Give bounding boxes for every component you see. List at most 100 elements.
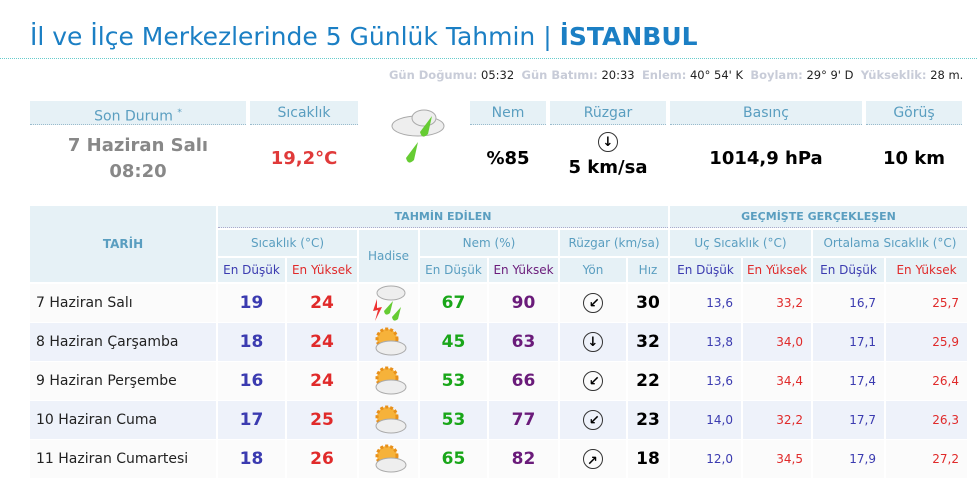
cell-ort-low: 17,4 xyxy=(813,362,884,400)
son-durum-header: Son Durum * xyxy=(30,101,246,125)
subheader-en-dusuk: En Düşük xyxy=(670,258,741,282)
subheader-en-dusuk: En Düşük xyxy=(813,258,884,282)
cell-nem-high: 82 xyxy=(489,440,558,478)
ruzgar-col-header: Rüzgar (km/sa) xyxy=(560,230,668,256)
cell-ort-high: 26,3 xyxy=(886,401,967,439)
partly-cloudy-icon xyxy=(359,323,418,361)
row-date: 7 Haziran Salı xyxy=(30,284,216,322)
ort-sicaklik-header: Ortalama Sıcaklık (°C) xyxy=(813,230,967,256)
partly-cloudy-icon xyxy=(359,362,418,400)
sicaklik-header: Sıcaklık xyxy=(250,101,358,125)
sun-info: Gün Doğumu: 05:32 Gün Batımı: 20:33 Enle… xyxy=(389,68,967,82)
sun-info-item: Enlem: 40° 54' K xyxy=(641,68,744,82)
nem-col-header: Nem (%) xyxy=(420,230,558,256)
divider xyxy=(0,58,977,59)
cell-nem-high: 90 xyxy=(489,284,558,322)
cell-nem-low: 53 xyxy=(420,401,487,439)
sun-info-item: Yükseklik: 28 m. xyxy=(860,68,964,82)
wind-direction-icon: ↓ xyxy=(598,132,618,152)
current-humidity: %85 xyxy=(486,148,530,169)
current-datetime: 7 Haziran Salı 08:20 xyxy=(67,135,209,182)
cell-uc-high: 34,5 xyxy=(743,440,811,478)
cell-nem-high: 77 xyxy=(489,401,558,439)
current-visibility: 10 km xyxy=(882,148,946,169)
cloud-rain-icon xyxy=(388,106,450,174)
sicaklik-col-header: Sıcaklık (°C) xyxy=(218,230,357,256)
sun-info-item: Gün Batımı: 20:33 xyxy=(521,68,635,82)
cell-high: 26 xyxy=(287,440,357,478)
cell-uc-low: 13,8 xyxy=(670,323,741,361)
cell-low: 19 xyxy=(218,284,285,322)
subheader-en-yuksek: En Yüksek xyxy=(886,258,967,282)
cell-uc-low: 13,6 xyxy=(670,362,741,400)
wind-direction-icon: ↓ xyxy=(560,362,626,400)
cell-ort-high: 26,4 xyxy=(886,362,967,400)
wind-direction-icon: ↓ xyxy=(560,323,626,361)
cell-uc-low: 14,0 xyxy=(670,401,741,439)
cell-speed: 18 xyxy=(628,440,668,478)
wind-direction-icon: ↓ xyxy=(560,440,626,478)
row-date: 9 Haziran Perşembe xyxy=(30,362,216,400)
wind-direction-icon: ↓ xyxy=(560,401,626,439)
cell-ort-high: 27,2 xyxy=(886,440,967,478)
cell-nem-high: 66 xyxy=(489,362,558,400)
gecmis-header: GEÇMİŞTE GERÇEKLEŞEN xyxy=(670,206,967,228)
thunder-rain-icon xyxy=(359,284,418,322)
subheader-en-yuksek: En Yüksek xyxy=(743,258,811,282)
tahmin-header: TAHMİN EDİLEN xyxy=(218,206,668,228)
cell-ort-low: 17,7 xyxy=(813,401,884,439)
cell-high: 25 xyxy=(287,401,357,439)
cell-low: 17 xyxy=(218,401,285,439)
cell-nem-low: 67 xyxy=(420,284,487,322)
hadise-header: Hadise xyxy=(359,230,418,282)
cell-uc-high: 34,0 xyxy=(743,323,811,361)
ruzgar-header: Rüzgar xyxy=(550,101,666,125)
city-name: İSTANBUL xyxy=(559,22,698,51)
current-temperature: 19,2°C xyxy=(270,148,338,169)
cell-nem-low: 45 xyxy=(420,323,487,361)
uc-sicaklik-header: Uç Sıcaklık (°C) xyxy=(670,230,811,256)
cell-uc-low: 12,0 xyxy=(670,440,741,478)
sun-info-item: Gün Doğumu: 05:32 xyxy=(388,68,515,82)
tarih-header: TARİH xyxy=(30,206,216,282)
cell-uc-low: 13,6 xyxy=(670,284,741,322)
nem-header: Nem xyxy=(470,101,546,125)
cell-speed: 23 xyxy=(628,401,668,439)
subheader-en-yuksek: En Yüksek xyxy=(287,258,357,282)
cell-ort-low: 17,9 xyxy=(813,440,884,478)
partly-cloudy-icon xyxy=(359,440,418,478)
cell-uc-high: 34,4 xyxy=(743,362,811,400)
row-date: 10 Haziran Cuma xyxy=(30,401,216,439)
page-title: İl ve İlçe Merkezlerinde 5 Günlük Tahmin… xyxy=(30,22,698,51)
cell-uc-high: 32,2 xyxy=(743,401,811,439)
row-date: 8 Haziran Çarşamba xyxy=(30,323,216,361)
cell-speed: 30 xyxy=(628,284,668,322)
cell-uc-high: 33,2 xyxy=(743,284,811,322)
wind-direction-icon: ↓ xyxy=(560,284,626,322)
subheader-en-yuksek: En Yüksek xyxy=(489,258,558,282)
basinc-header: Basınç xyxy=(670,101,862,125)
current-pressure: 1014,9 hPa xyxy=(709,148,823,169)
cell-ort-high: 25,9 xyxy=(886,323,967,361)
subheader-hiz: Hız xyxy=(628,258,668,282)
cell-ort-high: 25,7 xyxy=(886,284,967,322)
cell-ort-low: 17,1 xyxy=(813,323,884,361)
partly-cloudy-icon xyxy=(359,401,418,439)
gorus-header: Görüş xyxy=(866,101,962,125)
cell-low: 18 xyxy=(218,440,285,478)
cell-high: 24 xyxy=(287,284,357,322)
cell-nem-low: 65 xyxy=(420,440,487,478)
cell-low: 18 xyxy=(218,323,285,361)
cell-low: 16 xyxy=(218,362,285,400)
subheader-en-dusuk: En Düşük xyxy=(420,258,487,282)
cell-high: 24 xyxy=(287,323,357,361)
cell-ort-low: 16,7 xyxy=(813,284,884,322)
cell-speed: 22 xyxy=(628,362,668,400)
cell-speed: 32 xyxy=(628,323,668,361)
cell-nem-low: 53 xyxy=(420,362,487,400)
current-wind: 5 km/sa xyxy=(568,157,648,178)
row-date: 11 Haziran Cumartesi xyxy=(30,440,216,478)
subheader-en-dusuk: En Düşük xyxy=(218,258,285,282)
cell-nem-high: 63 xyxy=(489,323,558,361)
subheader-yon: Yön xyxy=(560,258,626,282)
